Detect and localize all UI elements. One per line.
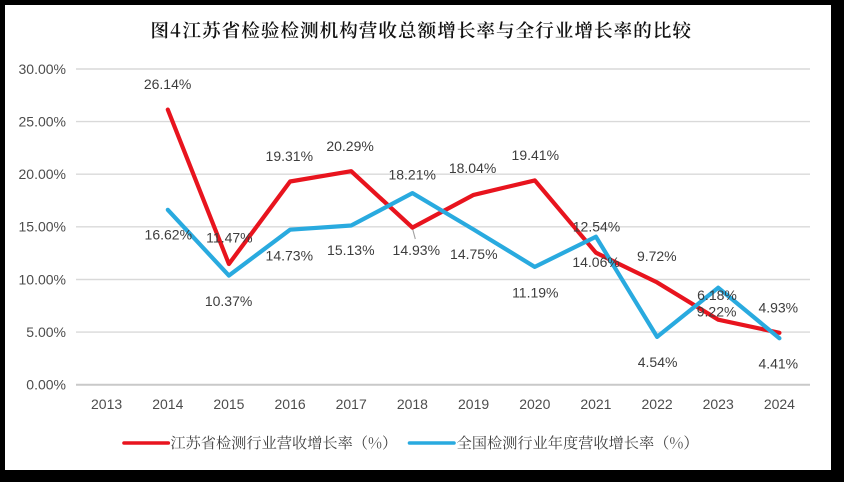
svg-text:2017: 2017	[336, 396, 367, 412]
svg-text:2022: 2022	[642, 396, 673, 412]
svg-text:10.00%: 10.00%	[19, 271, 66, 287]
svg-text:14.93%: 14.93%	[393, 242, 440, 258]
svg-text:9.72%: 9.72%	[637, 248, 677, 264]
svg-text:2016: 2016	[275, 396, 306, 412]
svg-text:14.06%: 14.06%	[572, 254, 619, 270]
svg-text:2013: 2013	[91, 396, 122, 412]
svg-text:4.41%: 4.41%	[758, 355, 798, 371]
svg-text:4.54%: 4.54%	[638, 354, 678, 370]
svg-text:2020: 2020	[519, 396, 550, 412]
svg-text:18.21%: 18.21%	[388, 167, 435, 183]
svg-text:2014: 2014	[152, 396, 183, 412]
svg-text:9.22%: 9.22%	[697, 304, 737, 320]
svg-text:10.37%: 10.37%	[205, 293, 252, 309]
svg-text:6.18%: 6.18%	[697, 287, 737, 303]
svg-text:25.00%: 25.00%	[19, 113, 66, 129]
svg-text:11.47%: 11.47%	[206, 230, 252, 246]
svg-text:20.00%: 20.00%	[19, 166, 66, 182]
svg-text:12.54%: 12.54%	[573, 219, 620, 235]
svg-text:2018: 2018	[397, 396, 428, 412]
svg-text:15.00%: 15.00%	[19, 219, 66, 235]
svg-text:5.00%: 5.00%	[26, 324, 66, 340]
svg-text:4.93%: 4.93%	[758, 300, 798, 316]
svg-text:2019: 2019	[458, 396, 489, 412]
svg-text:16.62%: 16.62%	[145, 227, 192, 243]
svg-text:2015: 2015	[213, 396, 244, 412]
svg-text:26.14%: 26.14%	[144, 76, 191, 92]
svg-text:30.00%: 30.00%	[19, 61, 66, 77]
svg-text:14.75%: 14.75%	[450, 246, 497, 262]
svg-text:0.00%: 0.00%	[26, 377, 66, 393]
svg-text:19.41%: 19.41%	[512, 147, 559, 163]
svg-text:2024: 2024	[764, 396, 795, 412]
svg-text:14.73%: 14.73%	[266, 248, 313, 264]
svg-text:15.13%: 15.13%	[327, 242, 374, 258]
svg-text:2021: 2021	[580, 396, 611, 412]
svg-text:11.19%: 11.19%	[512, 285, 558, 301]
svg-text:19.31%: 19.31%	[266, 148, 313, 164]
svg-text:20.29%: 20.29%	[326, 138, 373, 154]
svg-text:2023: 2023	[703, 396, 734, 412]
svg-text:18.04%: 18.04%	[449, 160, 496, 176]
